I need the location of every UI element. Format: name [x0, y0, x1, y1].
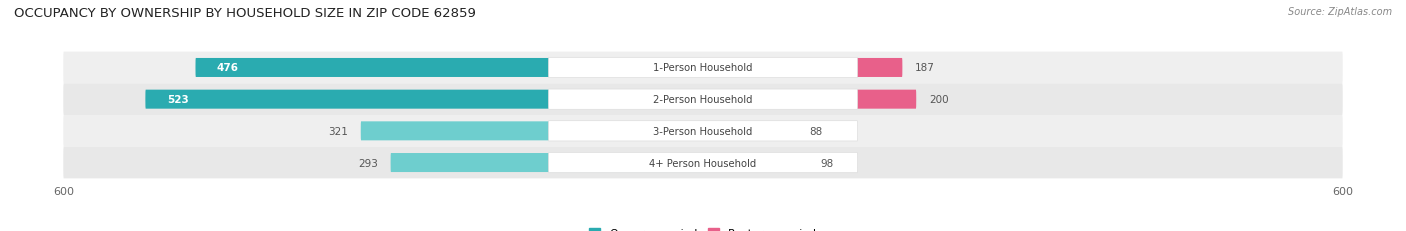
FancyBboxPatch shape — [548, 58, 858, 78]
Legend: Owner-occupied, Renter-occupied: Owner-occupied, Renter-occupied — [585, 223, 821, 231]
FancyBboxPatch shape — [703, 153, 807, 172]
FancyBboxPatch shape — [703, 59, 903, 78]
FancyBboxPatch shape — [548, 90, 858, 110]
Text: 1-Person Household: 1-Person Household — [654, 63, 752, 73]
Text: 2-Person Household: 2-Person Household — [654, 95, 752, 105]
FancyBboxPatch shape — [63, 147, 1343, 179]
FancyBboxPatch shape — [145, 90, 703, 109]
FancyBboxPatch shape — [548, 121, 858, 141]
FancyBboxPatch shape — [63, 52, 1343, 84]
Text: 476: 476 — [217, 63, 239, 73]
FancyBboxPatch shape — [391, 153, 703, 172]
FancyBboxPatch shape — [361, 122, 703, 141]
Text: 98: 98 — [820, 158, 834, 168]
FancyBboxPatch shape — [195, 59, 703, 78]
Text: OCCUPANCY BY OWNERSHIP BY HOUSEHOLD SIZE IN ZIP CODE 62859: OCCUPANCY BY OWNERSHIP BY HOUSEHOLD SIZE… — [14, 7, 477, 20]
FancyBboxPatch shape — [548, 153, 858, 173]
Text: 200: 200 — [929, 95, 949, 105]
Text: Source: ZipAtlas.com: Source: ZipAtlas.com — [1288, 7, 1392, 17]
Text: 293: 293 — [359, 158, 378, 168]
Text: 321: 321 — [328, 126, 347, 136]
Text: 88: 88 — [810, 126, 823, 136]
FancyBboxPatch shape — [703, 90, 917, 109]
FancyBboxPatch shape — [63, 84, 1343, 116]
FancyBboxPatch shape — [703, 122, 797, 141]
Text: 3-Person Household: 3-Person Household — [654, 126, 752, 136]
FancyBboxPatch shape — [63, 116, 1343, 147]
Text: 523: 523 — [167, 95, 188, 105]
Text: 187: 187 — [915, 63, 935, 73]
Text: 4+ Person Household: 4+ Person Household — [650, 158, 756, 168]
